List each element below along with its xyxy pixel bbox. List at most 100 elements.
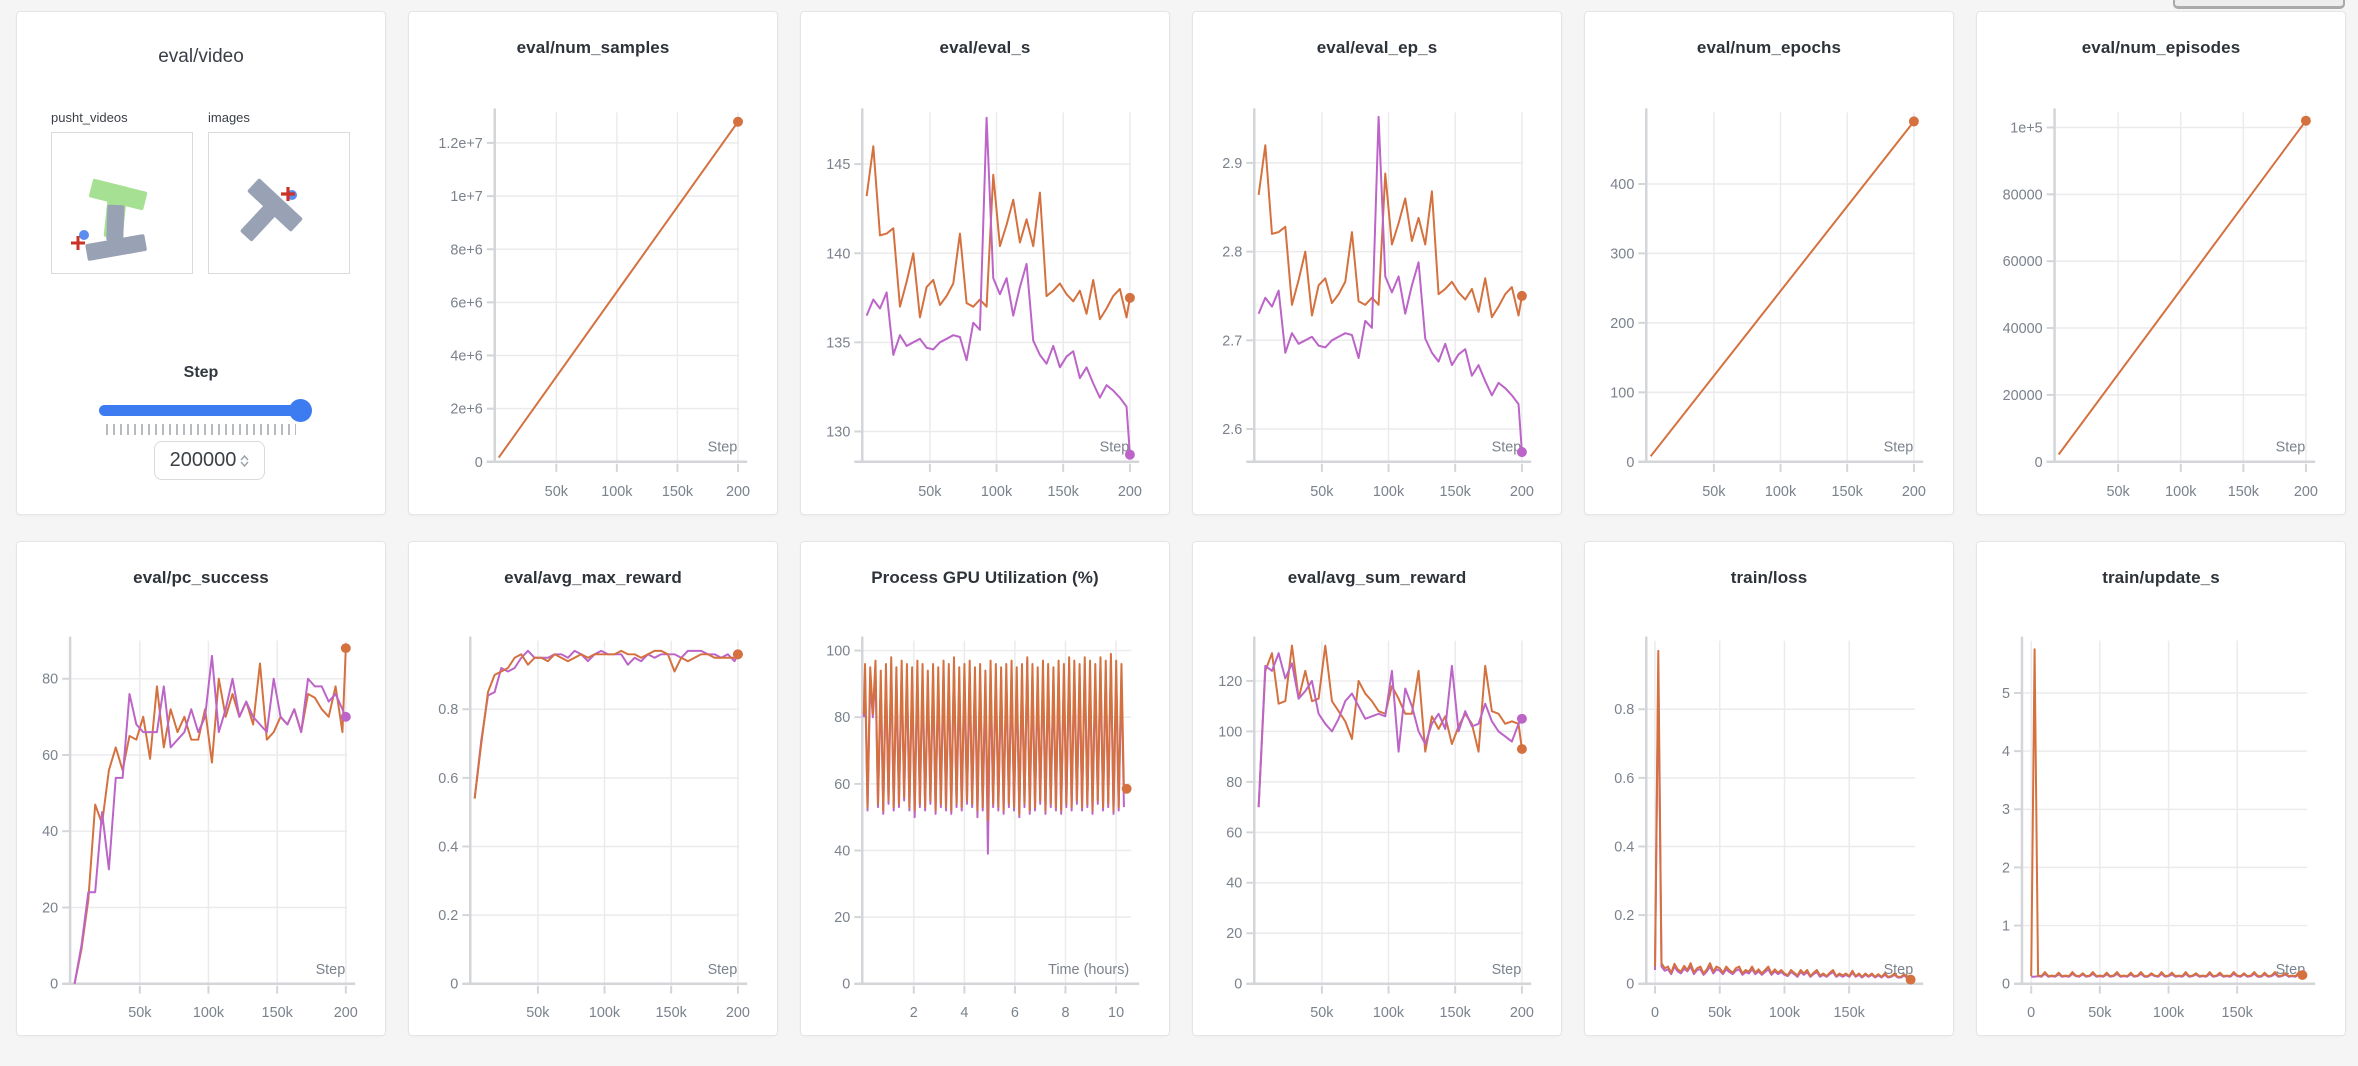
x-tick-label: 200 [726, 1005, 750, 1021]
x-tick-label: 100k [981, 484, 1013, 500]
y-tick-label: 200 [1610, 316, 1634, 332]
series-line-purple [1257, 652, 1523, 808]
y-tick-label: 80000 [2003, 187, 2043, 203]
series-line-orange [862, 652, 1128, 822]
y-tick-label: 0 [50, 977, 58, 993]
chart-plot-pc_success[interactable]: 50k 100k 150k 200 0 20 40 60 80 Step [17, 542, 385, 1035]
y-tick-label: 2.9 [1222, 156, 1242, 172]
x-tick-label: 200 [1118, 484, 1142, 500]
y-tick-label: 2.8 [1222, 245, 1242, 261]
y-tick-label: 0 [2002, 977, 2010, 993]
chart-panel-train_update_s: train/update_s 0 50k 100k 150k 0 1 2 3 4 5 Step [1976, 541, 2346, 1036]
series-line-purple [1257, 115, 1523, 453]
x-tick-label: 150k [656, 1005, 688, 1021]
x-tick-label: 100k [1765, 484, 1797, 500]
y-tick-label: 0.4 [1614, 839, 1634, 855]
x-tick-label: 150k [1440, 1005, 1472, 1021]
x-tick-label: 10 [1108, 1005, 1124, 1021]
step-slider-handle[interactable] [289, 399, 312, 422]
x-axis-label: Step [1884, 440, 1914, 456]
pusht-scene [71, 178, 148, 261]
goal-cross [71, 236, 85, 250]
y-tick-label: 120 [1218, 674, 1242, 690]
y-tick-label: 20 [42, 900, 58, 916]
chart-title: eval/avg_max_reward [504, 568, 682, 587]
y-tick-label: 20000 [2003, 388, 2043, 404]
step-input-value: 200000 [169, 449, 237, 471]
y-tick-label: 80 [1226, 775, 1242, 791]
x-tick-label: 150k [1834, 1005, 1866, 1021]
series-end-dot-orange [1516, 744, 1527, 754]
step-input[interactable]: 200000 [154, 441, 265, 480]
x-axis-label: Step [1884, 962, 1914, 978]
chart-plot-avg_sum_reward[interactable]: 50k 100k 150k 200 0 20 40 60 80 100 120 Step [1193, 542, 1561, 1035]
y-tick-label: 135 [826, 335, 850, 351]
y-tick-label: 0 [842, 977, 850, 993]
step-slider-ruler [106, 424, 296, 435]
goal-cross [281, 187, 295, 201]
panel-grid: eval/video pusht_videos images [16, 11, 2346, 1036]
chart-plot-num_epochs[interactable]: 50k 100k 150k 200 0 100 200 300 400 Step [1585, 12, 1953, 514]
series-line-purple [865, 116, 1131, 455]
x-tick-label: 6 [1011, 1005, 1019, 1021]
x-axis-label: Step [2276, 440, 2306, 456]
x-tick-label: 100k [2165, 484, 2197, 500]
x-tick-label: 150k [1440, 484, 1472, 500]
series-line-orange [1649, 120, 1915, 457]
x-tick-label: 50k [526, 1005, 550, 1021]
series-end-dot-orange [1121, 783, 1132, 794]
chart-title: train/update_s [2102, 568, 2220, 587]
series-end-dot-orange [340, 643, 351, 654]
series-end-dot-purple [1516, 447, 1527, 458]
x-tick-label: 200 [1902, 484, 1926, 500]
chart-panel-num_samples: eval/num_samples 50k 100k 150k 200 0 2e+6 4e+6 6… [408, 11, 778, 515]
y-tick-label: 4 [2002, 744, 2010, 760]
x-tick-label: 100k [193, 1005, 225, 1021]
video-thumbnail-pusht[interactable] [51, 132, 193, 274]
y-tick-label: 6e+6 [450, 295, 482, 311]
chart-plot-num_samples[interactable]: 50k 100k 150k 200 0 2e+6 4e+6 6e+6 8e+6 1e+7 1.2e+… [409, 12, 777, 514]
x-tick-label: 100k [1373, 484, 1405, 500]
y-tick-label: 40000 [2003, 321, 2043, 337]
y-tick-label: 100 [1218, 724, 1242, 740]
x-tick-label: 50k [1310, 1005, 1334, 1021]
series-line-orange [473, 649, 739, 799]
chart-plot-num_episodes[interactable]: 50k 100k 150k 200 0 20000 40000 60000 80000 1e+5 S… [1977, 12, 2345, 514]
pusht-image-scene [240, 178, 303, 242]
y-tick-label: 2 [2002, 860, 2010, 876]
x-axis-label: Step [708, 440, 738, 456]
image-thumbnail[interactable] [208, 132, 350, 274]
x-tick-label: 0 [2027, 1005, 2035, 1021]
y-tick-label: 3 [2002, 802, 2010, 818]
step-slider[interactable] [99, 399, 312, 422]
y-tick-label: 300 [1610, 246, 1634, 262]
chart-plot-eval_ep_s[interactable]: 50k 100k 150k 200 2.6 2.7 2.8 2.9 Step [1193, 12, 1561, 514]
x-tick-label: 50k [128, 1005, 152, 1021]
chart-plot-eval_s[interactable]: 50k 100k 150k 200 130 135 140 145 Step [801, 12, 1169, 514]
x-tick-label: 100k [1373, 1005, 1405, 1021]
chart-plot-avg_max_reward[interactable]: 50k 100k 150k 200 0 0.2 0.4 0.6 0.8 Step [409, 542, 777, 1035]
series-line-orange [1257, 644, 1523, 808]
x-tick-label: 150k [662, 484, 694, 500]
x-tick-label: 50k [2088, 1005, 2112, 1021]
block-t-shape [85, 204, 147, 261]
chart-plot-train_loss[interactable]: 0 50k 100k 150k 0 0.2 0.4 0.6 0.8 Step [1585, 542, 1953, 1035]
chart-panel-avg_sum_reward: eval/avg_sum_reward 50k 100k 150k 200 0 20 40 60… [1192, 541, 1562, 1036]
y-tick-label: 60000 [2003, 254, 2043, 270]
series-line-purple [1654, 673, 1912, 982]
y-tick-label: 40 [42, 824, 58, 840]
y-tick-label: 145 [826, 157, 850, 173]
y-tick-label: 0 [2035, 455, 2043, 471]
x-axis-label: Step [316, 962, 346, 978]
stepper-arrows-icon[interactable] [240, 454, 249, 467]
chart-title: eval/pc_success [133, 568, 269, 587]
agent-dot [79, 230, 89, 240]
y-tick-label: 2e+6 [450, 402, 482, 418]
step-slider-label: Step [183, 364, 219, 381]
x-tick-label: 200 [1510, 484, 1534, 500]
y-tick-label: 20 [1226, 926, 1242, 942]
partial-panel-edge [2173, 0, 2345, 9]
